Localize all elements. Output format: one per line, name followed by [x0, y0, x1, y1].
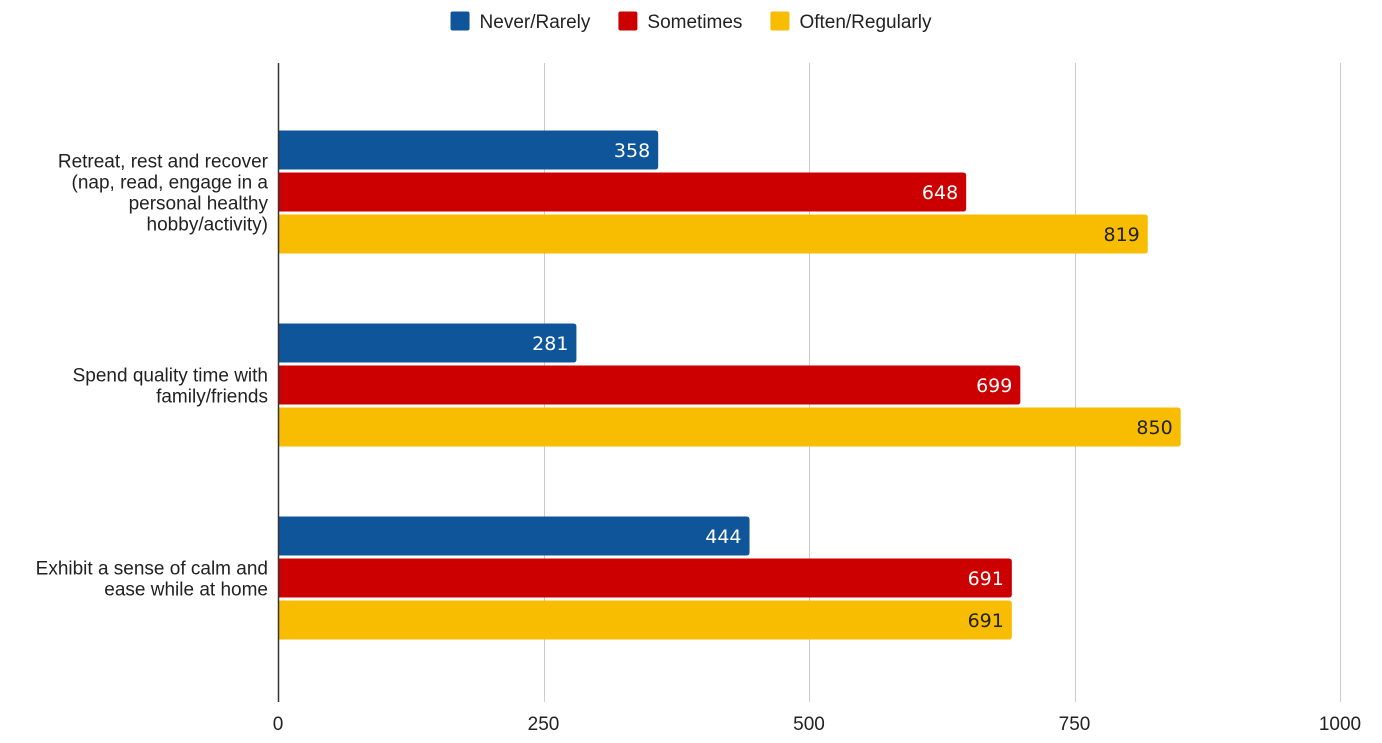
category-labels: Retreat, rest and recover (nap, read, eng…	[36, 152, 269, 601]
legend-label: Never/Rarely	[480, 12, 591, 33]
category-label-3: Exhibit a sense of calm and ease while at…	[36, 559, 268, 601]
legend-swatch	[450, 11, 470, 31]
data-label-3-1: 819	[1104, 224, 1140, 246]
bar-2-2	[278, 365, 1021, 405]
category-label-2: Spend quality time with family/friends	[73, 366, 268, 408]
category-label-line: Retreat, rest and recover	[58, 152, 269, 173]
x-tick-label-0: 0	[273, 714, 284, 735]
bar-3-2	[278, 407, 1181, 447]
bar-2-1	[278, 172, 967, 212]
category-label-line: family/friends	[156, 387, 268, 408]
bar-2-3	[278, 558, 1012, 598]
data-label-1-2: 281	[532, 333, 568, 355]
bars: 358 648 819 281 699 850 444 691 691	[278, 130, 1181, 640]
bar-3-3	[278, 600, 1012, 640]
legend-label: Sometimes	[647, 12, 742, 33]
x-tick-labels: 0 250 500 750 1000	[273, 714, 1361, 735]
category-label-line: (nap, read, engage in a	[72, 173, 269, 194]
x-tick-label-1000: 1000	[1319, 714, 1361, 735]
bar-1-1	[278, 130, 659, 170]
x-tick-label-250: 250	[528, 714, 560, 735]
x-tick-label-750: 750	[1059, 714, 1091, 735]
bar-3-1	[278, 214, 1148, 254]
legend-item-2: Sometimes	[618, 11, 742, 33]
bar-1-2	[278, 323, 577, 363]
category-label-line: Spend quality time with	[73, 366, 268, 387]
legend-swatch	[618, 11, 638, 31]
data-label-3-3: 691	[968, 610, 1004, 632]
data-label-1-3: 444	[705, 526, 741, 548]
legend: Never/Rarely Sometimes Often/Regularly	[450, 11, 932, 33]
legend-swatch	[770, 11, 790, 31]
category-label-line: personal healthy	[129, 194, 269, 215]
data-label-2-3: 691	[968, 568, 1004, 590]
category-label-line: ease while at home	[104, 580, 268, 601]
legend-label: Often/Regularly	[799, 12, 932, 33]
data-label-3-2: 850	[1136, 417, 1172, 439]
data-label-2-2: 699	[976, 375, 1012, 397]
category-label-line: hobby/activity)	[147, 215, 268, 236]
x-tick-label-500: 500	[793, 714, 825, 735]
data-label-2-1: 648	[922, 182, 958, 204]
category-label-1: Retreat, rest and recover (nap, read, eng…	[58, 152, 269, 236]
legend-item-3: Often/Regularly	[770, 11, 932, 33]
legend-item-1: Never/Rarely	[450, 11, 591, 33]
bar-1-3	[278, 516, 750, 556]
data-label-1-1: 358	[614, 140, 650, 162]
category-label-line: Exhibit a sense of calm and	[36, 559, 268, 580]
